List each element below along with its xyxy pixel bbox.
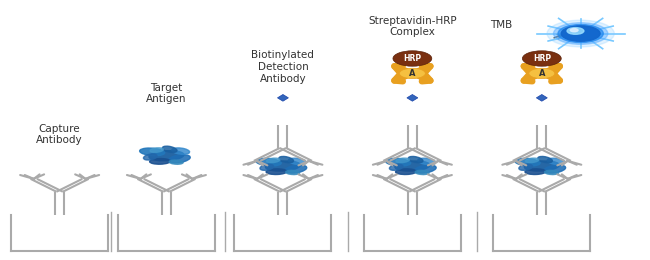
Ellipse shape bbox=[150, 148, 163, 152]
Ellipse shape bbox=[525, 169, 546, 174]
Ellipse shape bbox=[547, 158, 565, 165]
Ellipse shape bbox=[144, 154, 157, 160]
Polygon shape bbox=[536, 94, 547, 101]
Circle shape bbox=[529, 68, 554, 79]
Circle shape bbox=[561, 26, 600, 41]
Ellipse shape bbox=[544, 165, 566, 173]
Circle shape bbox=[400, 68, 425, 79]
Ellipse shape bbox=[538, 157, 552, 163]
Text: Biotinylated
Detection
Antibody: Biotinylated Detection Antibody bbox=[252, 50, 315, 84]
Ellipse shape bbox=[150, 159, 170, 164]
Ellipse shape bbox=[260, 164, 274, 170]
Ellipse shape bbox=[389, 164, 403, 170]
Circle shape bbox=[553, 23, 608, 44]
Ellipse shape bbox=[415, 165, 436, 173]
Ellipse shape bbox=[515, 158, 540, 166]
Circle shape bbox=[570, 29, 578, 32]
Circle shape bbox=[567, 28, 584, 34]
Text: TMB: TMB bbox=[491, 20, 513, 30]
Ellipse shape bbox=[285, 170, 300, 174]
Ellipse shape bbox=[266, 169, 287, 174]
Text: HRP: HRP bbox=[533, 54, 551, 63]
Text: Capture
Antibody: Capture Antibody bbox=[36, 124, 83, 145]
Ellipse shape bbox=[545, 170, 558, 174]
Polygon shape bbox=[407, 94, 418, 101]
Ellipse shape bbox=[288, 158, 306, 165]
Ellipse shape bbox=[396, 158, 410, 162]
Ellipse shape bbox=[396, 169, 416, 174]
Ellipse shape bbox=[265, 161, 300, 171]
Ellipse shape bbox=[408, 157, 423, 163]
Ellipse shape bbox=[169, 160, 183, 164]
Ellipse shape bbox=[285, 165, 307, 173]
Ellipse shape bbox=[279, 157, 294, 163]
Ellipse shape bbox=[256, 158, 281, 166]
Ellipse shape bbox=[168, 155, 190, 163]
Ellipse shape bbox=[418, 158, 436, 165]
Text: A: A bbox=[409, 69, 415, 78]
Ellipse shape bbox=[395, 161, 430, 171]
Ellipse shape bbox=[415, 170, 429, 174]
Ellipse shape bbox=[172, 148, 190, 154]
Ellipse shape bbox=[525, 158, 539, 162]
Ellipse shape bbox=[149, 151, 184, 161]
Ellipse shape bbox=[162, 146, 177, 152]
Circle shape bbox=[523, 51, 561, 66]
Ellipse shape bbox=[385, 158, 411, 166]
Polygon shape bbox=[278, 94, 289, 101]
Text: HRP: HRP bbox=[403, 54, 421, 63]
Text: Streptavidin-HRP
Complex: Streptavidin-HRP Complex bbox=[368, 16, 457, 37]
Circle shape bbox=[393, 51, 432, 66]
Ellipse shape bbox=[519, 164, 532, 170]
Text: A: A bbox=[539, 69, 545, 78]
Circle shape bbox=[547, 20, 614, 47]
Circle shape bbox=[558, 24, 603, 43]
Ellipse shape bbox=[266, 158, 280, 162]
Ellipse shape bbox=[140, 148, 164, 156]
Text: Target
Antigen: Target Antigen bbox=[146, 83, 187, 104]
Ellipse shape bbox=[525, 161, 559, 171]
